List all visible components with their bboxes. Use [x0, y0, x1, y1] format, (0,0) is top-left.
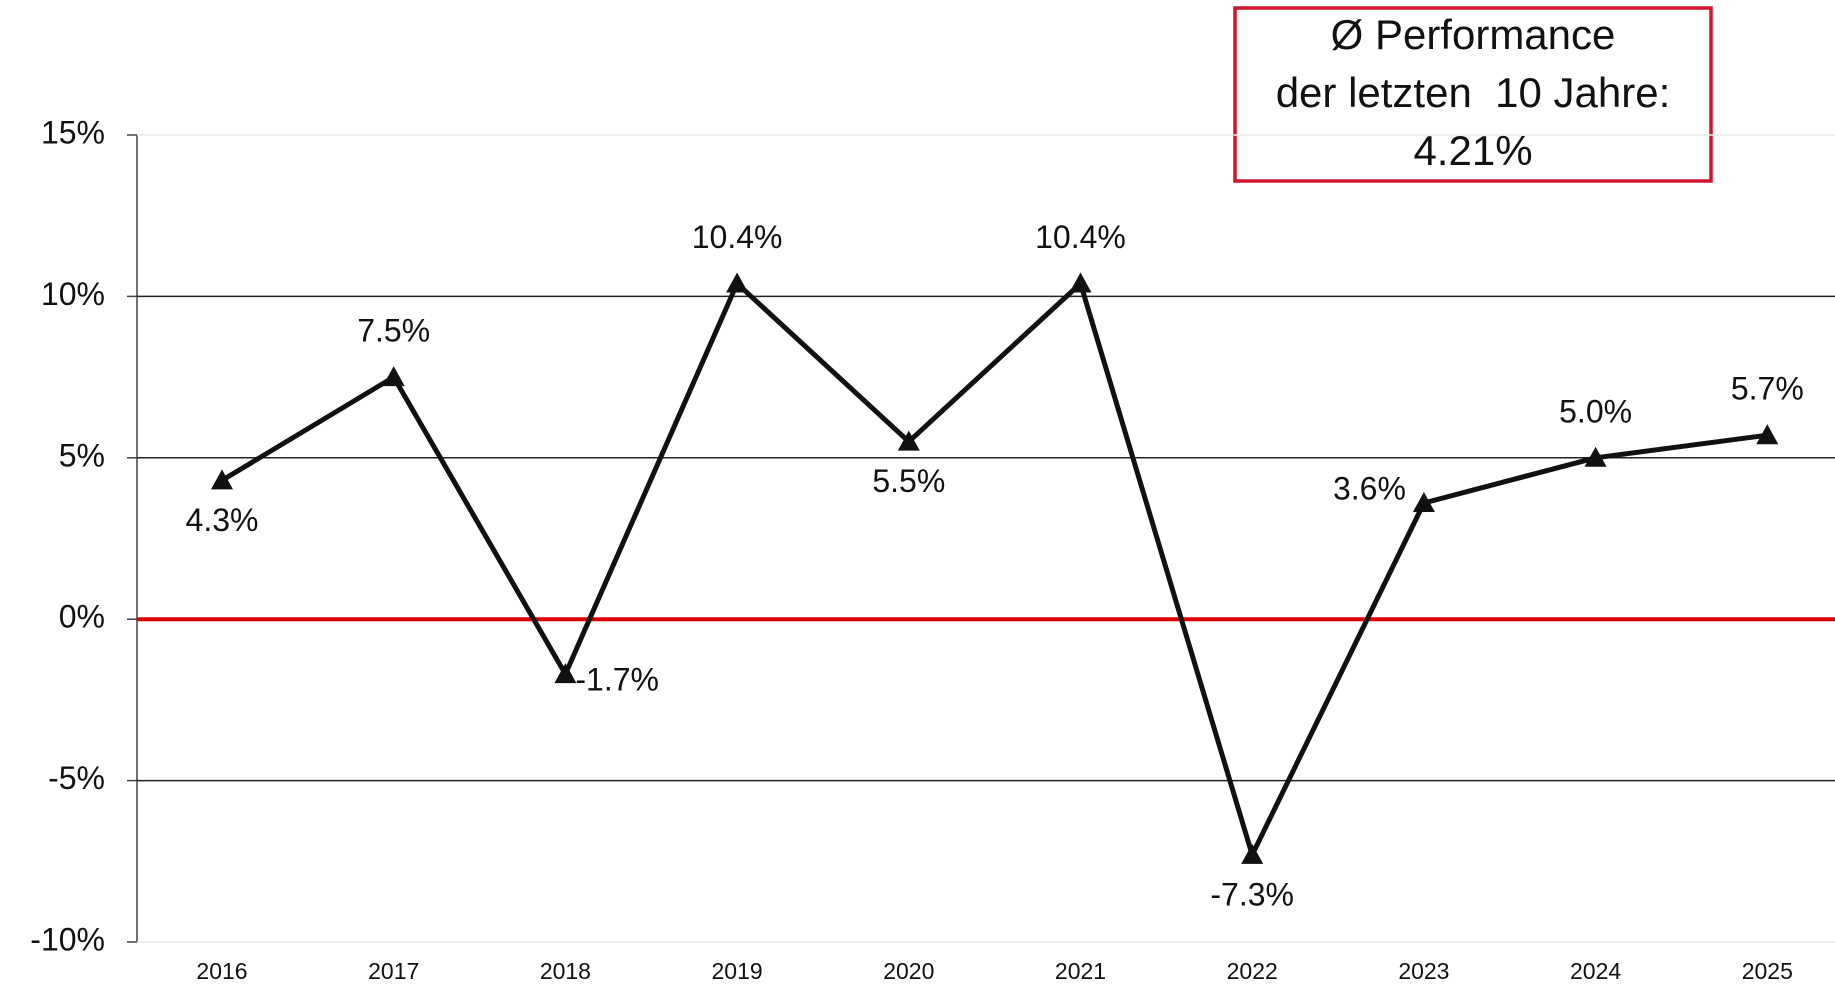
- x-tick-label: 2023: [1398, 958, 1449, 984]
- y-tick-label: 15%: [41, 114, 105, 150]
- marker: [211, 469, 233, 490]
- marker: [1241, 843, 1264, 864]
- data-label: 5.5%: [872, 463, 945, 499]
- y-tick-label: -5%: [48, 760, 105, 796]
- x-tick-label: 2020: [883, 958, 934, 984]
- annotation-line: 4.21%: [1413, 127, 1532, 174]
- marker: [897, 430, 920, 451]
- x-tick-label: 2025: [1742, 958, 1793, 984]
- data-label: 3.6%: [1333, 470, 1406, 506]
- x-tick-label: 2019: [712, 958, 763, 984]
- y-tick-label: 10%: [41, 276, 105, 312]
- annotation-box: [1233, 6, 1713, 183]
- x-tick-label: 2016: [196, 958, 247, 984]
- data-label: 10.4%: [692, 219, 783, 255]
- data-label: 10.4%: [1035, 219, 1126, 255]
- line: [220, 280, 1768, 858]
- marker: [554, 663, 577, 684]
- marker: [1756, 424, 1779, 445]
- data-label: -7.3%: [1210, 876, 1294, 912]
- y-tick-label: -10%: [30, 921, 105, 957]
- marker: [1069, 272, 1092, 293]
- data-label: 5.7%: [1731, 371, 1804, 407]
- x-tick-label: 2017: [368, 958, 419, 984]
- marker: [726, 272, 749, 293]
- x-tick-label: 2024: [1570, 958, 1621, 984]
- data-label: 4.3%: [186, 502, 259, 538]
- x-tick-label: 2018: [540, 958, 591, 984]
- x-tick-label: 2022: [1227, 958, 1278, 984]
- marker: [1584, 446, 1607, 467]
- annotation-line: der letzten 10 Jahre:: [1276, 69, 1671, 116]
- y-tick-label: 0%: [59, 599, 105, 635]
- y-tick-label: 5%: [59, 437, 105, 473]
- data-label: -1.7%: [575, 662, 659, 698]
- data-label: 5.0%: [1559, 393, 1632, 429]
- x-tick-label: 2021: [1055, 958, 1106, 984]
- marker: [1412, 491, 1435, 512]
- marker: [382, 366, 405, 387]
- annotation-line: Ø Performance: [1331, 11, 1616, 58]
- data-label: 7.5%: [357, 313, 430, 349]
